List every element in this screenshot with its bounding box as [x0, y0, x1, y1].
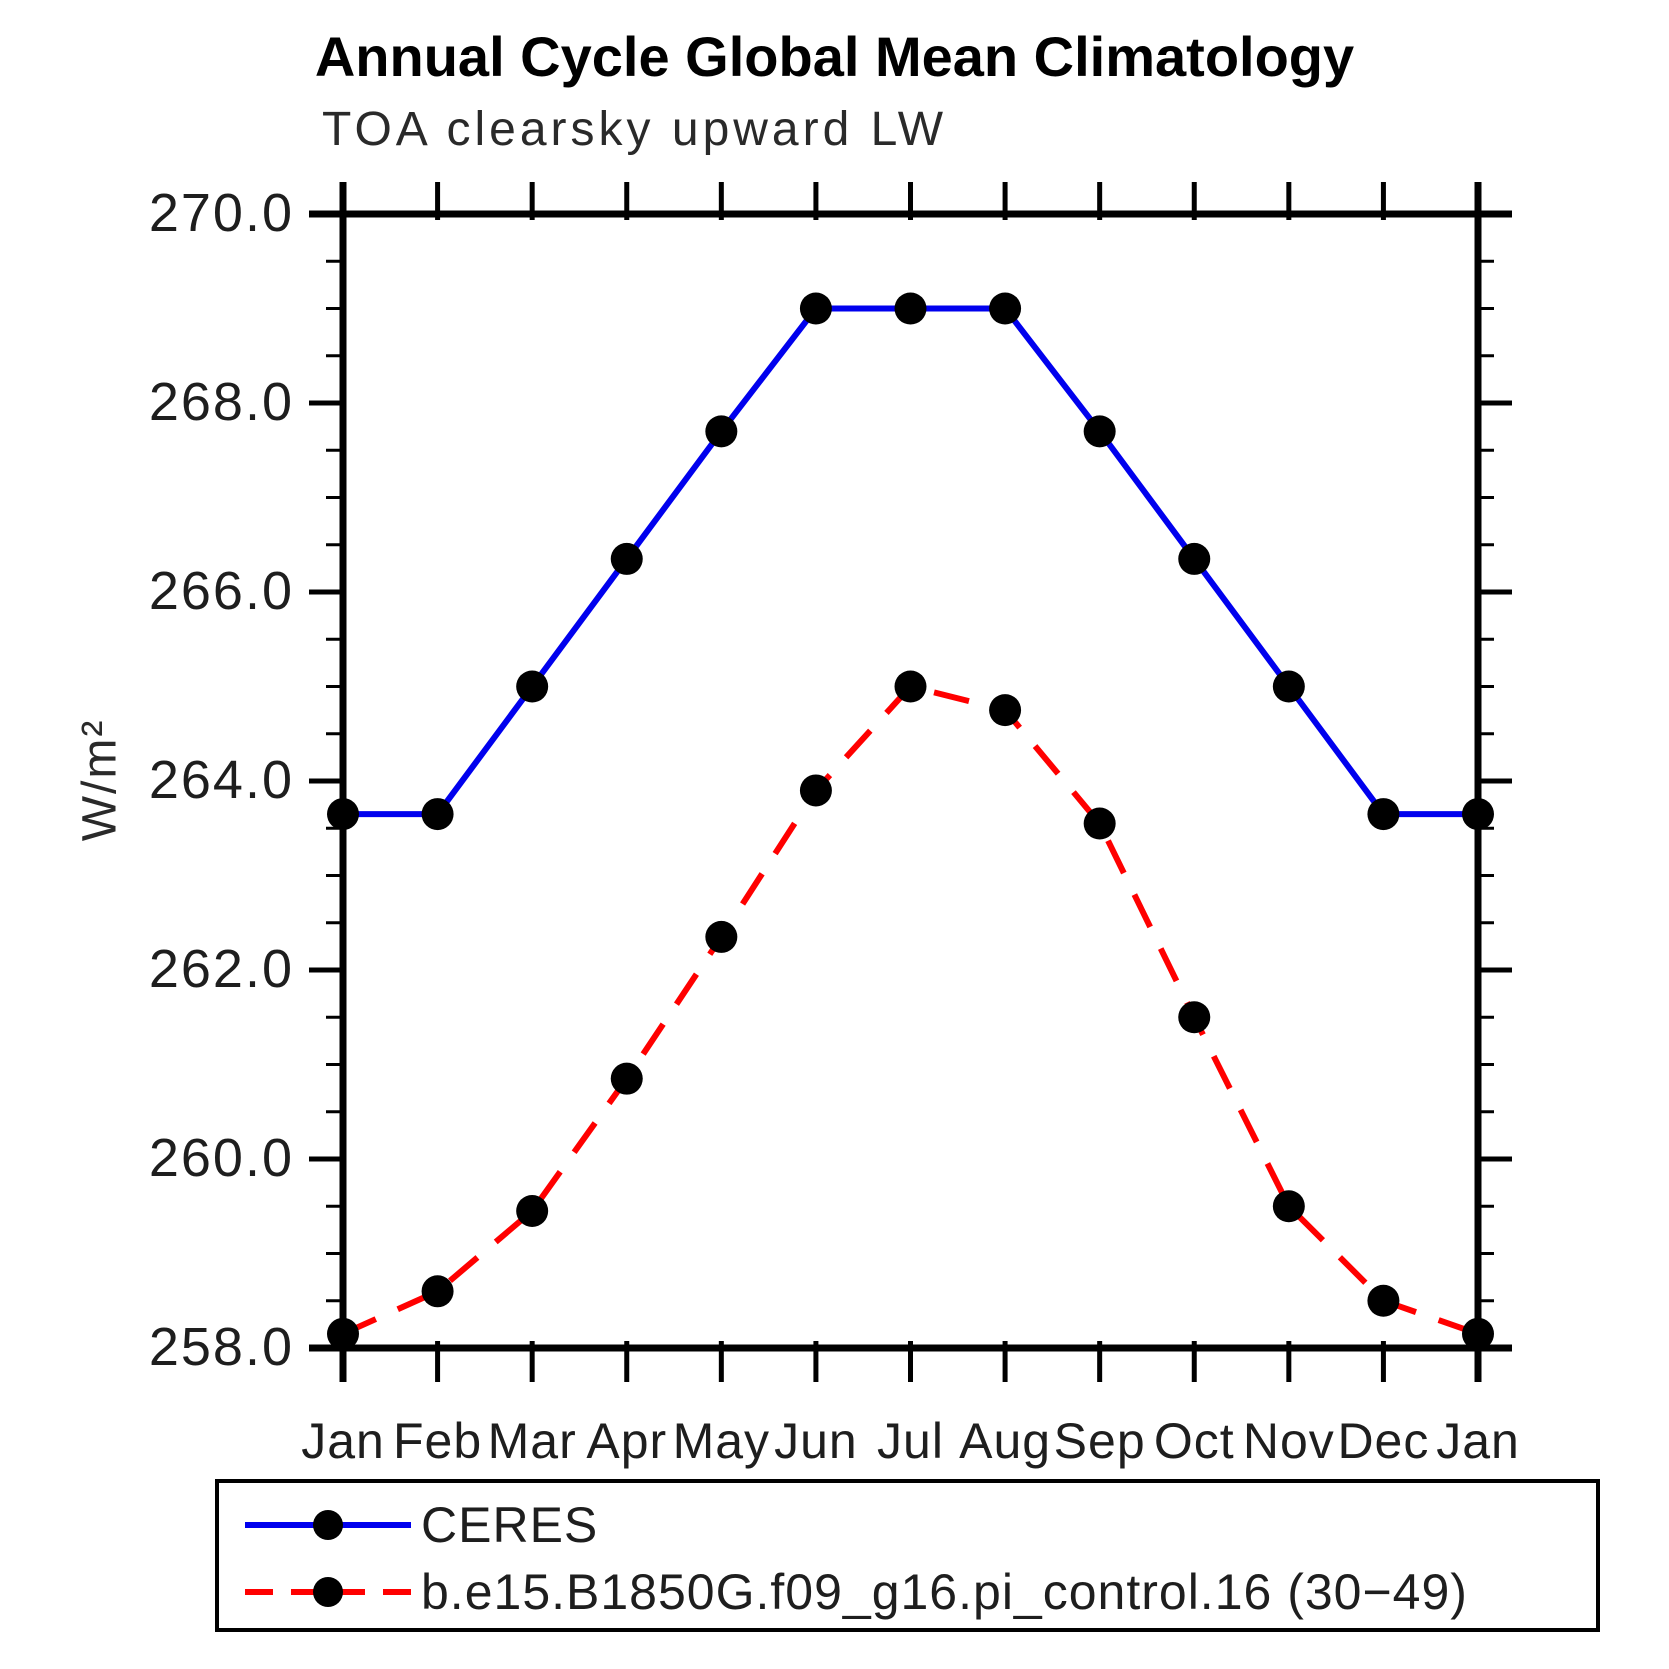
x-tick-label: Jun — [774, 1413, 858, 1469]
data-point-ceres — [799, 292, 832, 325]
data-point-ceres — [705, 415, 738, 448]
y-tick-label: 270.0 — [149, 183, 294, 243]
data-point-model — [799, 774, 832, 807]
data-point-model — [421, 1275, 454, 1308]
legend-entry-model: b.e15.B1850G.f09_g16.pi_control.16 (30−4… — [219, 1564, 1468, 1620]
x-tick-label: Sep — [1054, 1413, 1146, 1469]
x-tick-label: Mar — [488, 1413, 577, 1469]
data-point-model — [1367, 1284, 1400, 1317]
data-point-ceres — [327, 798, 359, 831]
data-point-model — [705, 920, 738, 953]
y-tick-label: 264.0 — [149, 750, 294, 810]
legend-label-ceres: CERES — [421, 1497, 599, 1553]
data-point-model — [1462, 1317, 1494, 1350]
y-axis-label: W/m² — [73, 718, 127, 842]
x-tick-label: Jan — [301, 1413, 385, 1469]
chart-title: Annual Cycle Global Mean Climatology — [314, 25, 1355, 88]
x-tick-label: May — [673, 1413, 770, 1469]
x-tick-label: Aug — [959, 1413, 1051, 1469]
data-point-model — [610, 1062, 643, 1095]
legend-marker-dot — [313, 1510, 343, 1540]
x-tick-label: Jul — [877, 1413, 944, 1469]
data-point-ceres — [1083, 415, 1116, 448]
data-point-model — [516, 1194, 549, 1227]
legend-entry-ceres: CERES — [219, 1497, 598, 1553]
data-point-ceres — [516, 670, 549, 703]
data-point-ceres — [610, 542, 643, 575]
data-point-ceres — [989, 292, 1022, 325]
legend-marker-dot — [313, 1577, 343, 1607]
x-tick-label: Feb — [393, 1413, 482, 1469]
x-tick-label: Dec — [1337, 1413, 1429, 1469]
x-tick-label: Oct — [1154, 1413, 1235, 1469]
data-point-model — [1178, 1001, 1211, 1034]
data-point-model — [1083, 807, 1116, 840]
data-point-model — [989, 694, 1022, 727]
data-point-model — [327, 1317, 359, 1350]
legend: CERES b.e15.B1850G.f09_g16.pi_control.16… — [215, 1479, 1600, 1632]
y-tick-label: 260.0 — [149, 1128, 294, 1188]
data-point-ceres — [1178, 542, 1211, 575]
x-tick-label: Jan — [1436, 1413, 1520, 1469]
series-line-ceres — [343, 305, 1478, 818]
legend-line-sample-solid — [245, 1510, 411, 1540]
legend-label-model: b.e15.B1850G.f09_g16.pi_control.16 (30−4… — [421, 1564, 1468, 1620]
legend-line-sample-dashed — [245, 1577, 411, 1607]
x-tick-label: Nov — [1243, 1413, 1335, 1469]
x-tick-label: Apr — [586, 1413, 667, 1469]
data-point-model — [894, 670, 927, 703]
series-line-model — [341, 683, 1479, 1337]
y-tick-label: 262.0 — [149, 939, 294, 999]
data-point-ceres — [421, 798, 454, 831]
data-point-ceres — [1272, 670, 1305, 703]
y-tick-label: 266.0 — [149, 561, 294, 621]
data-point-ceres — [1462, 798, 1494, 831]
data-point-ceres — [1367, 798, 1400, 831]
y-tick-label: 258.0 — [149, 1317, 294, 1377]
data-point-model — [1272, 1190, 1305, 1223]
data-point-ceres — [894, 292, 927, 325]
chart-subtitle: TOA clearsky upward LW — [322, 103, 948, 156]
y-tick-label: 268.0 — [149, 372, 294, 432]
